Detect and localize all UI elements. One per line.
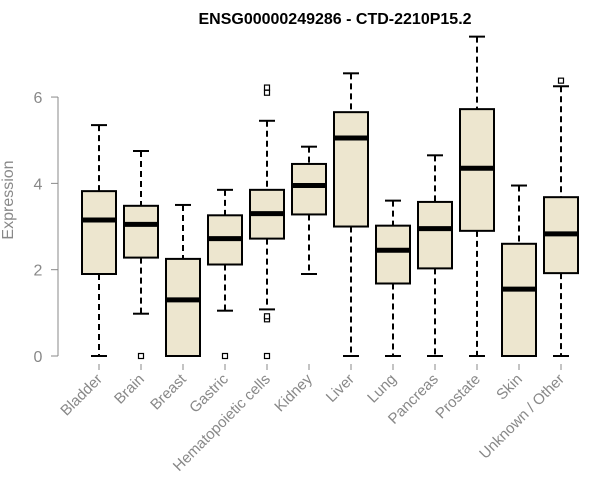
chart-title: ENSG00000249286 - CTD-2210P15.2 xyxy=(198,11,471,28)
outlier-point xyxy=(263,313,271,320)
x-tick-label: Bladder xyxy=(57,371,106,420)
y-tick-label: 6 xyxy=(34,90,43,107)
iqr-box xyxy=(417,200,453,270)
y-tick-label: 4 xyxy=(34,176,43,193)
box-pancreas xyxy=(417,154,453,357)
box-kidney xyxy=(291,145,327,275)
box-unknown-other xyxy=(543,77,579,357)
outlier-point xyxy=(263,84,271,91)
box-hematopoietic-cells xyxy=(249,84,285,360)
outlier-point xyxy=(263,89,271,96)
iqr-box xyxy=(333,111,369,228)
box-breast xyxy=(165,203,201,358)
iqr-box xyxy=(165,257,201,358)
x-tick-label: Liver xyxy=(323,371,358,406)
outlier-point xyxy=(263,352,271,360)
iqr-box xyxy=(501,242,537,357)
iqr-box xyxy=(375,224,411,285)
x-tick-label: Prostate xyxy=(432,371,484,423)
boxes xyxy=(81,35,579,360)
box-bladder xyxy=(81,124,117,357)
y-axis: 0 2 4 6 xyxy=(34,90,59,366)
y-axis-label: Expression xyxy=(0,160,17,239)
x-tick-label: Lung xyxy=(364,371,400,407)
x-tick-label: Brain xyxy=(111,371,148,408)
outlier-point xyxy=(221,352,229,360)
y-tick-label: 0 xyxy=(34,349,43,366)
box-brain xyxy=(123,150,159,360)
x-tick-label: Kidney xyxy=(271,370,316,415)
box-skin xyxy=(501,184,537,357)
iqr-box xyxy=(123,204,159,259)
outlier-point xyxy=(557,77,565,84)
box-gastric xyxy=(207,188,243,360)
y-tick-label: 2 xyxy=(34,263,43,280)
box-prostate xyxy=(459,35,495,357)
box-liver xyxy=(333,72,369,357)
iqr-box xyxy=(81,190,117,275)
x-tick-label: Skin xyxy=(493,371,526,404)
box-lung xyxy=(375,199,411,357)
outlier-point xyxy=(137,352,145,360)
x-tick-label: Breast xyxy=(147,370,190,413)
iqr-box xyxy=(291,162,327,216)
